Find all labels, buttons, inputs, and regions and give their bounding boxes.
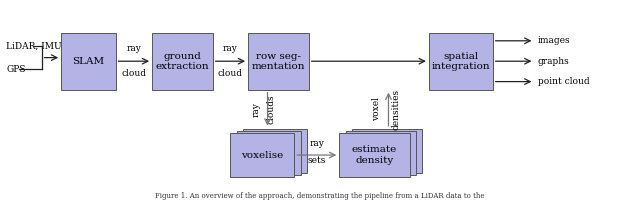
Text: ground
extraction: ground extraction — [156, 51, 209, 71]
FancyBboxPatch shape — [248, 33, 309, 90]
FancyBboxPatch shape — [429, 33, 493, 90]
Text: ray: ray — [126, 44, 141, 53]
Text: voxelise: voxelise — [241, 151, 284, 160]
FancyBboxPatch shape — [243, 129, 307, 173]
Text: row seg-
mentation: row seg- mentation — [252, 51, 305, 71]
Text: GPS: GPS — [6, 65, 26, 74]
Text: estimate
density: estimate density — [352, 145, 397, 165]
FancyBboxPatch shape — [61, 33, 115, 90]
Text: voxel: voxel — [372, 97, 381, 121]
FancyBboxPatch shape — [237, 131, 301, 175]
Text: graphs: graphs — [538, 57, 570, 66]
Text: sets: sets — [308, 156, 326, 165]
Text: ray: ray — [252, 102, 260, 116]
Text: cloud: cloud — [121, 69, 147, 78]
Text: densities: densities — [392, 89, 401, 130]
Text: point cloud: point cloud — [538, 77, 589, 86]
Text: ray: ray — [223, 44, 238, 53]
Text: cloud: cloud — [218, 69, 243, 78]
Text: LiDAR, IMU: LiDAR, IMU — [6, 41, 62, 50]
Text: Figure 1. An overview of the approach, demonstrating the pipeline from a LiDAR d: Figure 1. An overview of the approach, d… — [156, 192, 484, 200]
FancyBboxPatch shape — [352, 129, 422, 173]
Text: SLAM: SLAM — [72, 57, 104, 66]
Text: ray: ray — [309, 139, 324, 148]
Text: images: images — [538, 36, 570, 45]
FancyBboxPatch shape — [152, 33, 212, 90]
Text: spatial
integration: spatial integration — [431, 51, 490, 71]
FancyBboxPatch shape — [230, 133, 294, 177]
Text: clouds: clouds — [266, 94, 275, 124]
FancyBboxPatch shape — [339, 133, 410, 177]
FancyBboxPatch shape — [346, 131, 416, 175]
